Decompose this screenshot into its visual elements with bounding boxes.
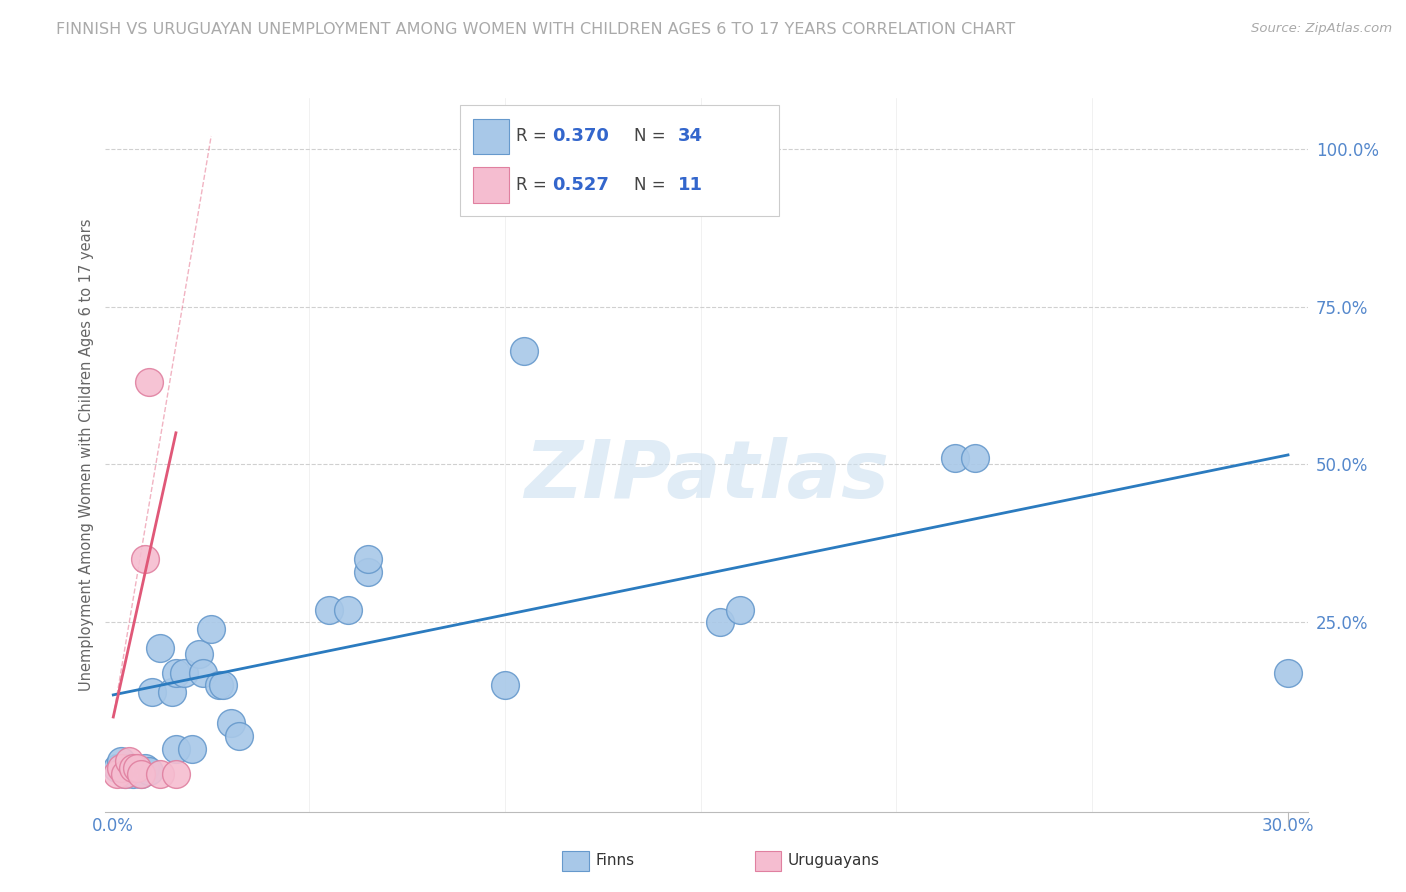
Point <box>129 767 152 781</box>
Point <box>165 665 187 680</box>
Point <box>114 767 136 781</box>
Point <box>125 760 148 774</box>
Point <box>200 622 222 636</box>
Text: N =: N = <box>634 176 671 194</box>
Point <box>114 767 136 781</box>
Point <box>105 767 128 781</box>
Point <box>165 767 187 781</box>
Point <box>118 760 141 774</box>
Text: N =: N = <box>634 128 671 145</box>
Point <box>134 760 156 774</box>
Point <box>110 754 132 768</box>
Point <box>121 760 143 774</box>
Point <box>165 741 187 756</box>
Point <box>118 754 141 768</box>
Text: 34: 34 <box>678 128 703 145</box>
Y-axis label: Unemployment Among Women with Children Ages 6 to 17 years: Unemployment Among Women with Children A… <box>79 219 94 691</box>
Point <box>963 451 986 466</box>
Point <box>318 602 340 616</box>
Point <box>121 767 143 781</box>
Point <box>141 684 163 698</box>
Text: Uruguayans: Uruguayans <box>789 854 880 868</box>
Text: R =: R = <box>516 128 551 145</box>
Point <box>149 767 172 781</box>
Point <box>134 552 156 566</box>
Point <box>943 451 966 466</box>
Point <box>219 716 242 731</box>
Text: 11: 11 <box>678 176 703 194</box>
Point <box>212 678 235 692</box>
Point <box>337 602 360 616</box>
Point <box>193 665 215 680</box>
Point <box>494 678 516 692</box>
Point <box>173 665 195 680</box>
Point <box>138 376 160 390</box>
Point <box>357 565 380 579</box>
Point <box>138 764 160 778</box>
Point <box>728 602 751 616</box>
Text: Finns: Finns <box>596 854 636 868</box>
Text: 0.527: 0.527 <box>553 176 609 194</box>
Text: R =: R = <box>516 176 551 194</box>
Text: 0.370: 0.370 <box>553 128 609 145</box>
Point <box>1277 665 1299 680</box>
Point <box>357 552 380 566</box>
Point <box>160 684 183 698</box>
Point <box>513 343 536 358</box>
Point <box>129 767 152 781</box>
Point <box>149 640 172 655</box>
Point <box>228 729 250 743</box>
Text: Source: ZipAtlas.com: Source: ZipAtlas.com <box>1251 22 1392 36</box>
Point <box>105 760 128 774</box>
Point <box>125 764 148 778</box>
Point <box>188 647 211 661</box>
Point <box>110 760 132 774</box>
Text: FINNISH VS URUGUAYAN UNEMPLOYMENT AMONG WOMEN WITH CHILDREN AGES 6 TO 17 YEARS C: FINNISH VS URUGUAYAN UNEMPLOYMENT AMONG … <box>56 22 1015 37</box>
Point <box>709 615 731 630</box>
Point <box>208 678 231 692</box>
Text: ZIPatlas: ZIPatlas <box>524 437 889 516</box>
Point <box>180 741 202 756</box>
